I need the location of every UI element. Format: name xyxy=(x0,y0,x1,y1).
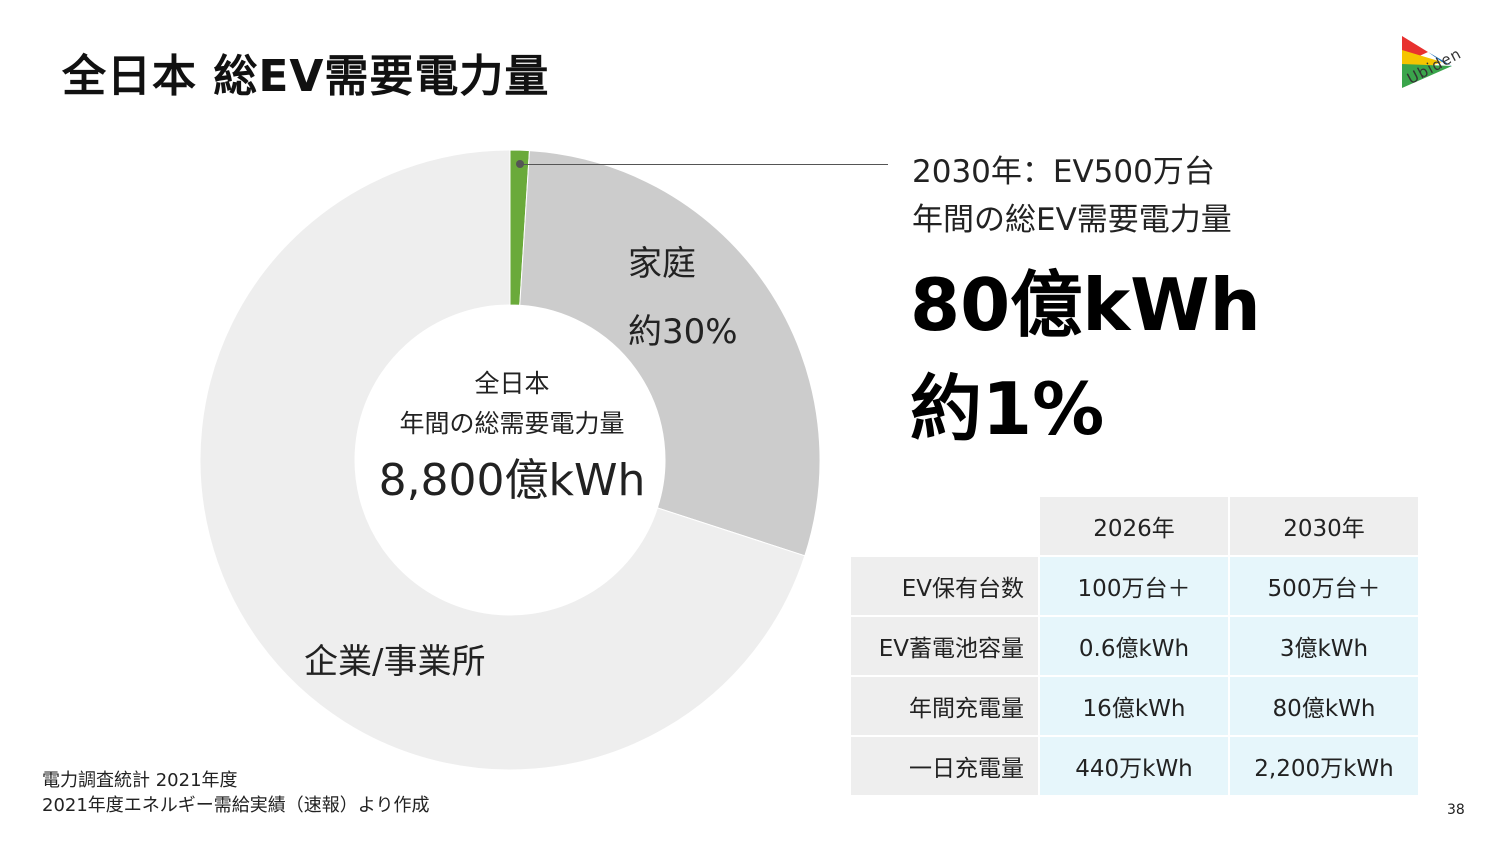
callout-leader-dot xyxy=(516,160,524,168)
table-column-header: 2026年 xyxy=(1040,497,1228,555)
ubiden-logo-icon xyxy=(1402,36,1452,88)
table-row: 年間充電量 16億kWh 80億kWh xyxy=(851,677,1418,735)
page-title: 全日本 総EV需要電力量 xyxy=(62,51,550,102)
page-number: 38 xyxy=(1447,802,1465,818)
table-cell: 100万台＋ xyxy=(1040,557,1228,615)
logo-blue-band xyxy=(1428,52,1452,66)
home-slice-percent: 約30% xyxy=(628,312,738,352)
donut-center-value: 8,800億kWh xyxy=(378,455,646,506)
donut-center-subtitle: 年間の総需要電力量 xyxy=(399,409,625,438)
table-cell: 440万kWh xyxy=(1040,737,1228,795)
source-note: 電力調査統計 2021年度 2021年度エネルギー需給実績（速報）より作成 xyxy=(42,768,429,818)
table-cell: 0.6億kWh xyxy=(1040,617,1228,675)
table-row: 一日充電量 440万kWh 2,200万kWh xyxy=(851,737,1418,795)
table-row: EV蓄電池容量 0.6億kWh 3億kWh xyxy=(851,617,1418,675)
donut-center-title: 全日本 xyxy=(474,369,550,398)
callout-line-2: 年間の総EV需要電力量 xyxy=(912,202,1232,238)
source-line-2: 2021年度エネルギー需給実績（速報）より作成 xyxy=(42,795,430,816)
table-cell: 500万台＋ xyxy=(1230,557,1418,615)
table-header-row: 2026年 2030年 xyxy=(851,497,1418,555)
table-row-label: 一日充電量 xyxy=(851,737,1038,795)
table-row-label: EV保有台数 xyxy=(851,557,1038,615)
home-slice-label: 家庭 xyxy=(628,244,696,284)
callout-leader-line xyxy=(520,164,888,165)
table-column-header: 2030年 xyxy=(1230,497,1418,555)
table-row-label: EV蓄電池容量 xyxy=(851,617,1038,675)
table-cell: 80億kWh xyxy=(1230,677,1418,735)
table-cell: 16億kWh xyxy=(1040,677,1228,735)
corp-slice xyxy=(199,149,806,771)
home-slice xyxy=(519,150,821,557)
table-row: EV保有台数 100万台＋ 500万台＋ xyxy=(851,557,1418,615)
corp-slice-label: 企業/事業所 xyxy=(304,642,486,682)
logo-green-band xyxy=(1402,64,1452,88)
callout-big-percent: 約1% xyxy=(910,367,1105,451)
source-line-1: 電力調査統計 2021年度 xyxy=(42,770,238,791)
callout-big-value: 80億kWh xyxy=(910,263,1261,347)
table-corner-cell xyxy=(851,497,1038,555)
callout-line-1: 2030年：EV500万台 xyxy=(912,154,1215,190)
ev-stats-table: 2026年 2030年 EV保有台数 100万台＋ 500万台＋ EV蓄電池容量… xyxy=(849,495,1420,797)
table-cell: 2,200万kWh xyxy=(1230,737,1418,795)
table-row-label: 年間充電量 xyxy=(851,677,1038,735)
donut-chart xyxy=(199,149,821,771)
table-cell: 3億kWh xyxy=(1230,617,1418,675)
